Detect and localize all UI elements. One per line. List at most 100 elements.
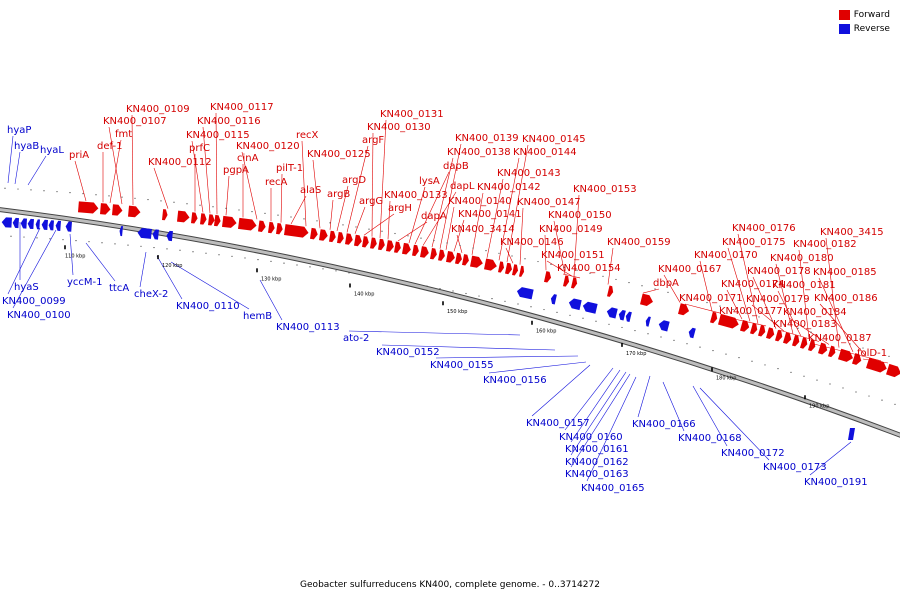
guide-dot-lower xyxy=(309,266,311,268)
leader-kn400-0110 xyxy=(156,255,183,300)
forward-gene-arrow-54 xyxy=(775,329,783,342)
guide-dot-lower xyxy=(257,259,259,261)
gene-label-kn400-3414: KN400_3414 xyxy=(451,224,515,235)
guide-dot-lower xyxy=(673,339,675,341)
forward-gene-arrow-9 xyxy=(208,214,215,226)
guide-dot-lower xyxy=(244,257,246,259)
leader-hyal xyxy=(27,155,47,186)
guide-dot-lower xyxy=(205,252,207,254)
gene-label-kn400-0117: KN400_0117 xyxy=(210,102,274,113)
genome-backbone xyxy=(0,208,900,437)
forward-gene-arrow-56 xyxy=(792,334,800,347)
guide-dot-lower xyxy=(608,323,610,325)
guide-dot-upper xyxy=(628,281,630,284)
guide-dot-lower xyxy=(101,242,103,244)
guide-dot-upper xyxy=(589,272,591,274)
reverse-gene-arrow-6 xyxy=(41,219,48,231)
forward-gene-arrow-55 xyxy=(783,332,792,344)
reverse-gene-arrow-last xyxy=(848,428,855,440)
legend: Forward Reverse xyxy=(838,8,890,36)
forward-gene-arrow-2 xyxy=(100,203,111,215)
forward-gene-arrow-11 xyxy=(222,215,237,228)
gene-label-kn400-0146: KN400_0146 xyxy=(500,237,564,248)
gene-label-dapl: dapL xyxy=(450,181,475,192)
leader-hyab xyxy=(14,151,21,185)
guide-dot-lower xyxy=(36,237,38,239)
leader-kn400-0153 xyxy=(573,194,580,277)
guide-dot-lower xyxy=(491,298,493,300)
guide-dot-upper xyxy=(810,331,812,333)
gene-label-kn400-0155: KN400_0155 xyxy=(430,360,494,371)
gene-label-argf: argF xyxy=(362,135,384,146)
leader-kn400-0163 xyxy=(570,373,631,468)
reverse-gene-arrow-14 xyxy=(516,287,534,300)
leader-kn400-0120 xyxy=(241,151,258,220)
gene-label-kn400-3415: KN400_3415 xyxy=(820,227,884,238)
guide-dot-lower xyxy=(725,353,727,355)
leader-kn400-0145 xyxy=(506,144,529,263)
gene-label-kn400-0172: KN400_0172 xyxy=(721,448,785,459)
leader-kn400-0160 xyxy=(564,367,614,431)
guide-dot-lower xyxy=(75,240,77,242)
guide-dot-lower xyxy=(192,251,194,253)
gene-label-argg: argG xyxy=(359,196,383,207)
forward-gene-arrow-14 xyxy=(268,221,275,234)
tick-mark-170-kbp xyxy=(621,342,623,347)
reverse-gene-arrow-2 xyxy=(12,217,19,229)
gene-label-kn400-0177: KN400_0177 xyxy=(719,306,783,317)
guide-dot-upper xyxy=(420,237,422,239)
leader-kn400-0116 xyxy=(202,126,211,214)
guide-dot-lower xyxy=(842,387,844,389)
forward-gene-arrow-12 xyxy=(238,217,257,231)
gene-label-hyas: hyaS xyxy=(14,282,39,293)
leader-argf xyxy=(346,145,369,233)
leader-dapl xyxy=(422,191,457,246)
guide-dot-lower xyxy=(530,306,532,308)
guide-dot-lower xyxy=(62,239,64,241)
leader-kn400-0125 xyxy=(312,159,321,229)
gene-label-kn400-0131: KN400_0131 xyxy=(380,109,444,120)
guide-dot-lower xyxy=(140,245,142,247)
leader-dbpa xyxy=(642,288,660,294)
gene-label-kn400-0171: KN400_0171 xyxy=(679,293,743,304)
reverse-gene-arrow-21 xyxy=(645,316,651,327)
guide-dot-lower xyxy=(556,311,558,313)
guide-dot-lower xyxy=(621,326,623,329)
reverse-gene-arrow-3 xyxy=(20,218,27,229)
tick-label-170-kbp: 170 kbp xyxy=(626,351,646,357)
guide-dot-lower xyxy=(127,244,129,246)
guide-dot-lower xyxy=(166,248,168,250)
leader-kn400-0112 xyxy=(153,167,169,209)
guide-dot-lower xyxy=(88,241,90,243)
guide-dot-upper xyxy=(615,278,617,281)
leader-kn400-0183 xyxy=(778,329,820,342)
guide-dot-upper xyxy=(407,235,409,237)
leader-kn400-0168 xyxy=(662,381,685,432)
gene-label-kn400-0145: KN400_0145 xyxy=(522,134,586,145)
leader-ato-2 xyxy=(348,330,521,336)
guide-dot-lower xyxy=(686,343,688,345)
gene-label-kn400-0170: KN400_0170 xyxy=(694,250,758,261)
gene-label-kn400-0161: KN400_0161 xyxy=(565,444,629,455)
forward-gene-arrow-44 xyxy=(571,277,578,289)
leader-kn400-0142 xyxy=(471,192,484,255)
forward-gene-arrow-42 xyxy=(544,271,552,283)
guide-dot-upper xyxy=(550,263,552,265)
leader-kn400-0156 xyxy=(488,361,587,374)
leader-kn400-0138 xyxy=(431,157,454,248)
forward-gene-arrow-15 xyxy=(276,222,283,235)
gene-label-chex-2: cheX-2 xyxy=(134,289,168,300)
leader-kn400-0157 xyxy=(531,364,591,417)
forward-gene-arrow-5 xyxy=(162,209,168,221)
guide-dot-upper xyxy=(17,188,19,190)
guide-dot-upper xyxy=(251,211,253,213)
tick-mark-160-kbp xyxy=(531,320,533,325)
forward-gene-arrow-27 xyxy=(394,241,401,253)
gene-label-kn400-0110: KN400_0110 xyxy=(176,301,240,312)
leader-alas xyxy=(290,195,307,225)
gene-label-dapa: dapA xyxy=(421,211,447,222)
guide-dot-upper xyxy=(758,316,760,318)
leader-pgpa xyxy=(225,175,230,216)
leader-kn400-0117 xyxy=(215,112,218,215)
legend-forward-label: Forward xyxy=(853,10,890,20)
